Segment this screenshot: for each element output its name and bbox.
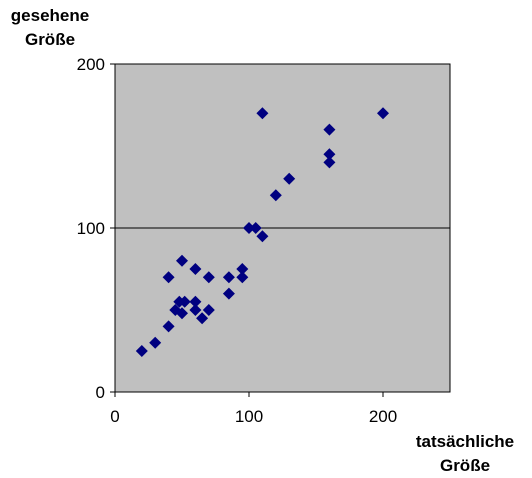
x-axis-title-line-2: Größe	[439, 456, 491, 475]
data-point	[162, 320, 175, 333]
axes	[110, 63, 384, 397]
data-point	[236, 263, 249, 275]
y-tick-label: 200	[77, 55, 105, 74]
y-axis-title: gesehene Größe	[6, 4, 94, 52]
data-point	[189, 304, 202, 316]
data-point	[323, 156, 336, 169]
data-point	[202, 304, 215, 316]
data-point	[256, 230, 269, 243]
data-point	[149, 336, 162, 349]
y-axis-title-line-2: Größe	[24, 30, 76, 49]
data-point	[256, 107, 269, 120]
data-point	[236, 271, 249, 284]
data-point	[189, 295, 202, 308]
data-point	[243, 222, 255, 234]
data-point	[202, 271, 215, 284]
data-point	[178, 295, 191, 308]
data-point	[283, 172, 296, 185]
x-axis-title: tatsächliche Größe	[398, 430, 532, 478]
data-point	[176, 254, 188, 267]
data-point	[323, 148, 336, 161]
x-axis-title-line-1: tatsächliche	[415, 432, 515, 451]
data-point	[377, 107, 389, 120]
data-points	[135, 107, 389, 357]
data-point	[176, 307, 188, 320]
data-point	[249, 222, 262, 234]
x-tick-label: 0	[110, 407, 119, 426]
data-point	[222, 271, 235, 284]
data-point	[135, 345, 148, 357]
y-tick-label: 100	[77, 219, 105, 238]
data-point	[196, 312, 209, 325]
data-point	[162, 271, 175, 284]
data-point	[189, 263, 202, 275]
data-point	[323, 123, 336, 136]
data-point	[222, 287, 235, 300]
y-axis-title-line-1: gesehene	[10, 6, 90, 25]
y-tick-label: 0	[96, 383, 105, 402]
x-tick-label: 200	[369, 407, 397, 426]
tick-labels: 0 100 200 0 100 200	[77, 55, 398, 426]
data-point	[269, 189, 282, 202]
gridlines	[115, 63, 450, 229]
x-tick-label: 100	[235, 407, 263, 426]
